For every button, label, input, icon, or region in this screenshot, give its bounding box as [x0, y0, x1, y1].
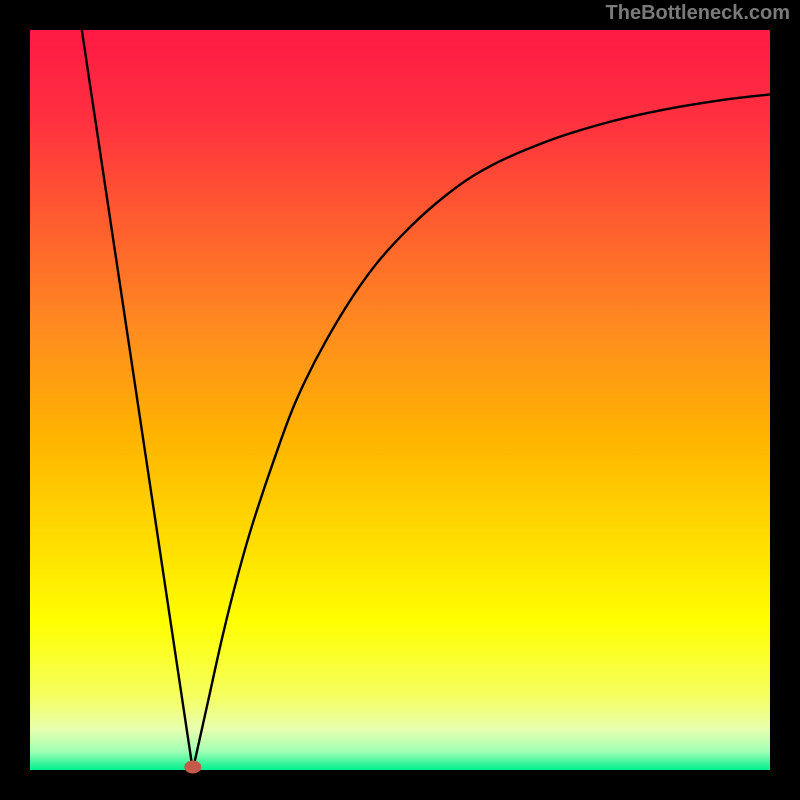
- chart-container: TheBottleneck.com: [0, 0, 800, 800]
- minimum-marker: [185, 761, 201, 773]
- bottleneck-chart: [0, 0, 800, 800]
- gradient-background: [30, 30, 770, 770]
- watermark-text: TheBottleneck.com: [606, 2, 790, 25]
